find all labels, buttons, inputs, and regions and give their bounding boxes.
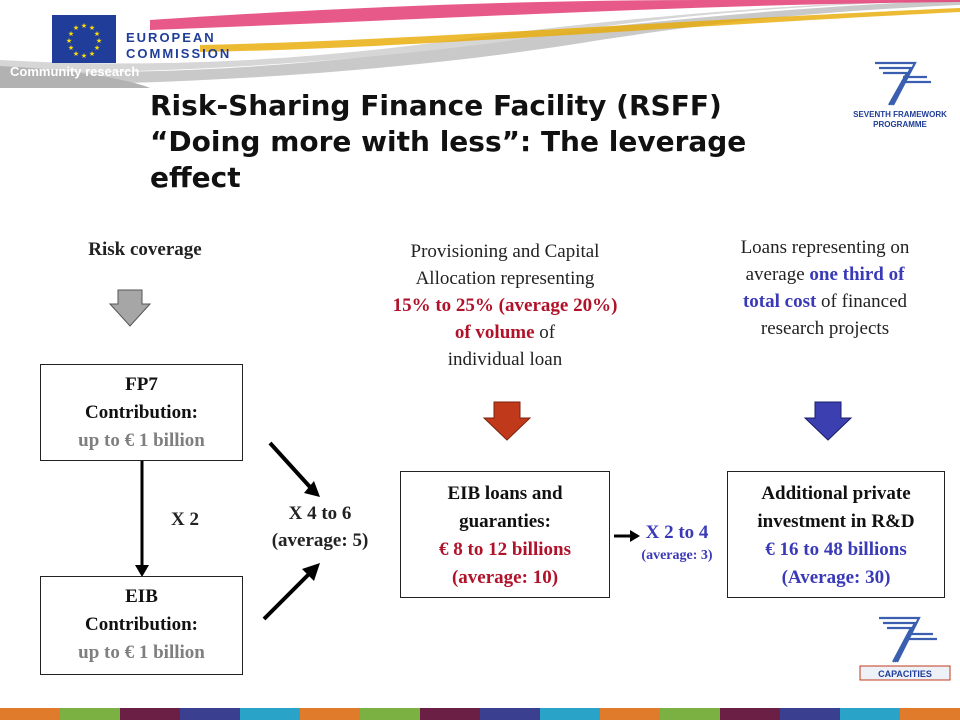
svg-text:★: ★ <box>89 24 95 32</box>
fp7-logo-text1: SEVENTH FRAMEWORK <box>853 110 947 119</box>
page-title: Risk-Sharing Finance Facility (RSFF) “Do… <box>150 88 850 196</box>
grey-down-arrow <box>108 289 152 327</box>
loans-line2-hl: one third of <box>809 264 905 285</box>
title-line2: “Doing more with less”: The leverage <box>150 125 747 158</box>
loans-text: Loans representing on average one third … <box>690 234 960 342</box>
eib-loans-line3: € 8 to 12 billions <box>439 539 571 560</box>
svg-text:★: ★ <box>81 22 87 30</box>
eu-flag-logo: ★ ★ ★ ★ ★ ★ ★ ★ ★ ★ ★ ★ <box>52 15 116 63</box>
x2-multiplier-label: X 2 <box>171 509 199 530</box>
investment-line4: (Average: 30) <box>781 567 891 588</box>
eib-loans-line2: guaranties: <box>459 511 551 532</box>
bottom-color-bar <box>0 708 960 720</box>
fp7-to-eib-arrow <box>135 461 149 577</box>
header-swoosh <box>0 0 960 88</box>
title-line3: effect <box>150 161 241 194</box>
svg-text:★: ★ <box>73 50 79 58</box>
svg-text:★: ★ <box>94 30 100 38</box>
capacities-logo-text: CAPACITIES <box>878 669 932 679</box>
x2-4-multiplier: X 2 to 4 (average: 3) <box>622 520 732 566</box>
loans-line3-tail: of financed <box>821 291 908 312</box>
org-line1: EUROPEAN <box>126 30 216 45</box>
svg-text:★: ★ <box>94 44 100 52</box>
x4-6-line2: (average: 5) <box>271 530 369 551</box>
risk-coverage-heading: Risk coverage <box>88 239 202 260</box>
eib-box-line1: EIB <box>125 586 158 607</box>
title-line1: Risk-Sharing Finance Facility (RSFF) <box>150 89 722 122</box>
x4-6-multiplier: X 4 to 6 (average: 5) <box>255 500 385 554</box>
eib-box-line2: Contribution: <box>85 614 198 635</box>
loans-line3: total cost of financed <box>690 288 960 315</box>
eib-contribution-box: EIB Contribution: up to € 1 billion <box>40 576 243 675</box>
org-line2: COMMISSION <box>126 46 232 61</box>
eu-commission-label: EUROPEAN COMMISSION <box>126 30 231 62</box>
capacities-logo: CAPACITIES <box>855 610 955 690</box>
additional-investment-box: Additional private investment in R&D € 1… <box>727 471 945 598</box>
prov-line2: Allocation representing <box>415 268 595 289</box>
fp7-logo-text2: PROGRAMME <box>873 120 927 129</box>
svg-text:★: ★ <box>68 44 74 52</box>
blue-down-arrow <box>803 401 853 441</box>
investment-line2: investment in R&D <box>757 511 915 532</box>
loans-line2-pre: average <box>745 264 805 285</box>
x2-4-line2: (average: 3) <box>641 548 713 563</box>
fp7-contribution-box: FP7 Contribution: up to € 1 billion <box>40 364 243 461</box>
community-research-label: Community research <box>10 64 140 79</box>
svg-text:★: ★ <box>96 37 102 45</box>
loans-line2: average one third of <box>690 261 960 288</box>
investment-line1: Additional private <box>761 483 911 504</box>
eib-box-line3: up to € 1 billion <box>78 642 205 663</box>
svg-text:★: ★ <box>66 37 72 45</box>
loans-line4: research projects <box>760 318 890 339</box>
loans-line3-hl: total cost <box>742 291 817 312</box>
svg-text:★: ★ <box>81 52 87 60</box>
svg-text:★: ★ <box>73 24 79 32</box>
prov-line3: 15% to 25% (average 20%) <box>392 295 618 316</box>
eib-loans-line1: EIB loans and <box>447 483 563 504</box>
x2-4-line1: X 2 to 4 <box>645 522 709 543</box>
provisioning-text: Provisioning and Capital Allocation repr… <box>335 238 675 373</box>
red-down-arrow <box>482 401 532 441</box>
loans-line1: Loans representing on <box>740 237 910 258</box>
converging-arrows <box>262 441 320 621</box>
small-right-arrow <box>614 530 640 542</box>
fp7-logo: SEVENTH FRAMEWORK PROGRAMME <box>845 55 955 135</box>
investment-line3: € 16 to 48 billions <box>765 539 907 560</box>
prov-line5: individual loan <box>447 349 563 370</box>
eib-loans-box: EIB loans and guaranties: € 8 to 12 bill… <box>400 471 610 598</box>
prov-line1: Provisioning and Capital <box>410 241 600 262</box>
svg-text:★: ★ <box>68 30 74 38</box>
fp7-box-line1: FP7 <box>125 374 158 395</box>
fp7-box-line3: up to € 1 billion <box>78 430 205 451</box>
x4-6-line1: X 4 to 6 <box>288 503 352 524</box>
prov-line4-tail: of <box>539 322 556 343</box>
fp7-box-line2: Contribution: <box>85 402 198 423</box>
prov-volume-hl: of volume <box>454 322 535 343</box>
prov-line4: of volume of <box>335 319 675 346</box>
eib-loans-line4: (average: 10) <box>451 567 559 588</box>
svg-text:★: ★ <box>89 50 95 58</box>
